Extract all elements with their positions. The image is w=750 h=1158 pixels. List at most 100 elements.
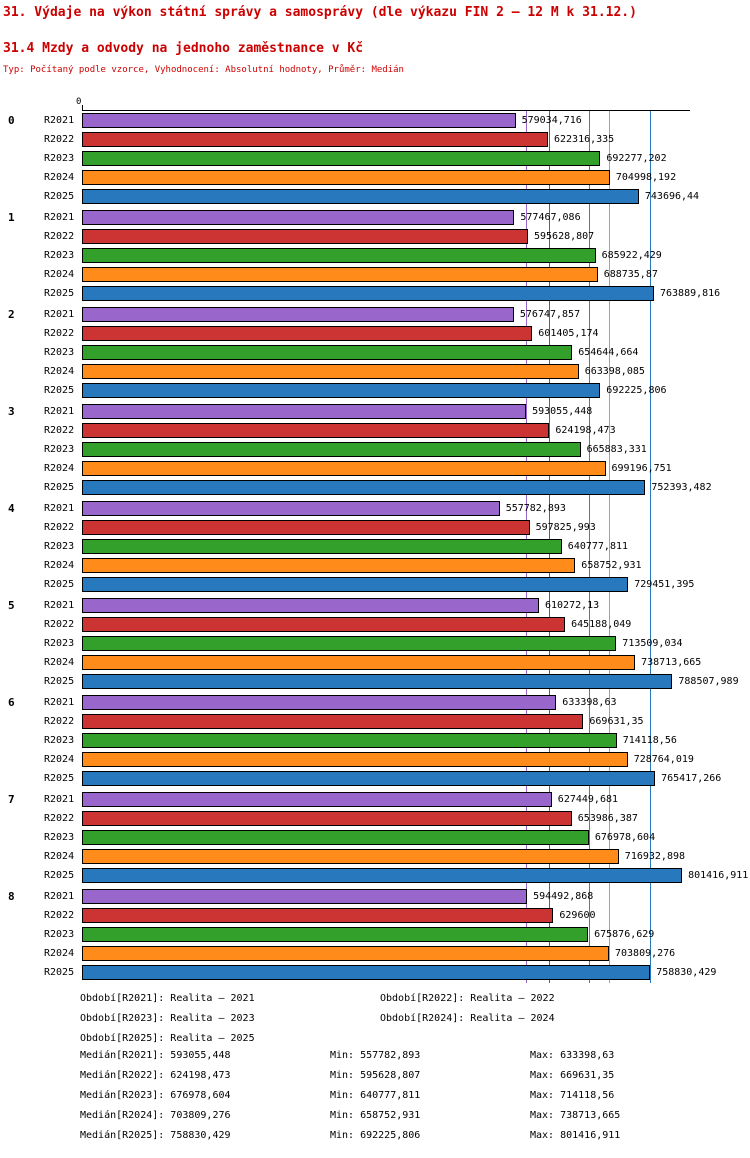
- bar-row-3-R2021: 3 R2021 593055,448: [0, 402, 750, 421]
- bar-group-6: 6 R2021 633398,63 R2022 669631,35 R2023 714118…: [0, 693, 750, 788]
- bar-row-4-R2025: R2025 729451,395: [0, 575, 750, 594]
- series-tick-label: R2024: [44, 172, 75, 183]
- series-tick-label: R2021: [44, 697, 75, 708]
- stats: Medián[R2021]: 593055,448 Min: 557782,893…: [0, 1050, 750, 1150]
- bar-R2025-group-4: [82, 577, 629, 592]
- series-tick-label: R2023: [44, 347, 75, 358]
- stats-row: Medián[R2023]: 676978,604 Min: 640777,811…: [0, 1090, 750, 1110]
- stat-median: Medián[R2025]: 758830,429: [80, 1130, 231, 1141]
- page-title: 31. Výdaje na výkon státní správy a samo…: [3, 5, 637, 20]
- series-tick-label: R2023: [44, 444, 75, 455]
- bar-row-0-R2024: R2024 704998,192: [0, 168, 750, 187]
- group-label: 0: [8, 114, 15, 127]
- bar-R2023-group-7: [82, 830, 589, 845]
- bar-row-0-R2025: R2025 743696,44: [0, 187, 750, 206]
- bar-R2025-group-7: [82, 868, 683, 883]
- bar-R2024-group-8: [82, 946, 609, 961]
- bar-row-8-R2024: R2024 703809,276: [0, 944, 750, 963]
- bar-group-3: 3 R2021 593055,448 R2022 624198,473 R2023 6658…: [0, 402, 750, 497]
- bar-value-label: 703809,276: [615, 948, 676, 959]
- legend-row: Období[R2023]: Realita – 2023 Období[R202…: [0, 1013, 750, 1033]
- bar-row-5-R2021: 5 R2021 610272,13: [0, 596, 750, 615]
- bar-row-2-R2025: R2025 692225,806: [0, 381, 750, 400]
- bar-R2022-group-3: [82, 423, 550, 438]
- stat-max: Max: 669631,35: [530, 1070, 615, 1081]
- bar-value-label: 729451,395: [634, 579, 695, 590]
- bar-value-label: 576747,857: [519, 309, 581, 320]
- bar-row-4-R2024: R2024 658752,931: [0, 556, 750, 575]
- bar-R2023-group-0: [82, 151, 601, 166]
- bar-value-label: 579034,716: [521, 115, 582, 126]
- stat-max: Max: 633398,63: [530, 1050, 615, 1061]
- bar-R2021-group-1: [82, 210, 515, 225]
- stats-row: Medián[R2025]: 758830,429 Min: 692225,806…: [0, 1130, 750, 1150]
- bar-row-3-R2023: R2023 665883,331: [0, 440, 750, 459]
- bar-value-label: 645188,049: [571, 619, 632, 630]
- bar-R2021-group-7: [82, 792, 552, 807]
- series-tick-label: R2024: [44, 657, 75, 668]
- bar-R2021-group-4: [82, 501, 500, 516]
- series-tick-label: R2025: [44, 288, 75, 299]
- bar-row-1-R2024: R2024 688735,87: [0, 265, 750, 284]
- bar-chart: 0 0 R2021 579034,716 R2022 622316,335 R2023 69…: [0, 97, 750, 986]
- series-tick-label: R2024: [44, 269, 75, 280]
- group-label: 1: [8, 211, 15, 224]
- series-tick-label: R2022: [44, 910, 75, 921]
- bar-value-label: 595628,807: [534, 231, 595, 242]
- bar-groups: 0 R2021 579034,716 R2022 622316,335 R2023 6922…: [0, 111, 750, 984]
- stat-max: Max: 738713,665: [530, 1110, 621, 1121]
- series-tick-label: R2025: [44, 870, 75, 881]
- bar-row-5-R2023: R2023 713509,034: [0, 634, 750, 653]
- bar-value-label: 597825,993: [535, 522, 596, 533]
- series-tick-label: R2024: [44, 463, 75, 474]
- bar-R2023-group-5: [82, 636, 617, 651]
- bar-value-label: 658752,931: [581, 560, 642, 571]
- bar-row-1-R2023: R2023 685922,429: [0, 246, 750, 265]
- stat-median: Medián[R2023]: 676978,604: [80, 1090, 231, 1101]
- bar-value-label: 640777,811: [567, 541, 629, 552]
- bar-R2025-group-8: [82, 965, 651, 980]
- bar-R2022-group-6: [82, 714, 584, 729]
- stats-row: Medián[R2021]: 593055,448 Min: 557782,893…: [0, 1050, 750, 1070]
- bar-value-label: 743696,44: [644, 191, 700, 202]
- bar-row-0-R2022: R2022 622316,335: [0, 130, 750, 149]
- bar-value-label: 629600: [559, 910, 596, 921]
- series-tick-label: R2025: [44, 773, 75, 784]
- series-tick-label: R2025: [44, 967, 75, 978]
- bar-row-2-R2023: R2023 654644,664: [0, 343, 750, 362]
- bar-row-4-R2022: R2022 597825,993: [0, 518, 750, 537]
- bar-row-8-R2021: 8 R2021 594492,868: [0, 887, 750, 906]
- bar-R2025-group-1: [82, 286, 654, 301]
- bar-R2021-group-2: [82, 307, 514, 322]
- series-tick-label: R2024: [44, 948, 75, 959]
- bar-R2021-group-3: [82, 404, 527, 419]
- group-label: 4: [8, 502, 15, 515]
- bar-value-label: 765417,266: [661, 773, 722, 784]
- bar-row-0-R2021: 0 R2021 579034,716: [0, 111, 750, 130]
- series-tick-label: R2023: [44, 541, 75, 552]
- bar-R2023-group-1: [82, 248, 596, 263]
- legend-item: Období[R2021]: Realita – 2021: [80, 993, 255, 1004]
- bar-value-label: 601405,174: [538, 328, 599, 339]
- group-label: 3: [8, 405, 15, 418]
- bar-R2024-group-5: [82, 655, 636, 670]
- bar-R2024-group-7: [82, 849, 619, 864]
- stat-min: Min: 692225,806: [330, 1130, 421, 1141]
- bar-group-8: 8 R2021 594492,868 R2022 629600 R2023 675876,6…: [0, 887, 750, 982]
- axis-zero-label: 0: [76, 97, 82, 107]
- bar-value-label: 758830,429: [656, 967, 717, 978]
- series-tick-label: R2022: [44, 231, 75, 242]
- bar-value-label: 627449,681: [557, 794, 619, 805]
- stat-max: Max: 801416,911: [530, 1130, 621, 1141]
- bar-value-label: 692277,202: [606, 153, 667, 164]
- bar-R2025-group-5: [82, 674, 673, 689]
- series-tick-label: R2021: [44, 212, 75, 223]
- bar-R2022-group-1: [82, 229, 528, 244]
- series-tick-label: R2021: [44, 309, 75, 320]
- bar-value-label: 788507,989: [678, 676, 739, 687]
- legend-item: Období[R2023]: Realita – 2023: [80, 1013, 255, 1024]
- chart-meta-line: Typ: Počítaný podle vzorce, Vyhodnocení:…: [3, 65, 404, 75]
- bar-R2022-group-8: [82, 908, 554, 923]
- series-tick-label: R2021: [44, 115, 75, 126]
- bar-value-label: 692225,806: [606, 385, 667, 396]
